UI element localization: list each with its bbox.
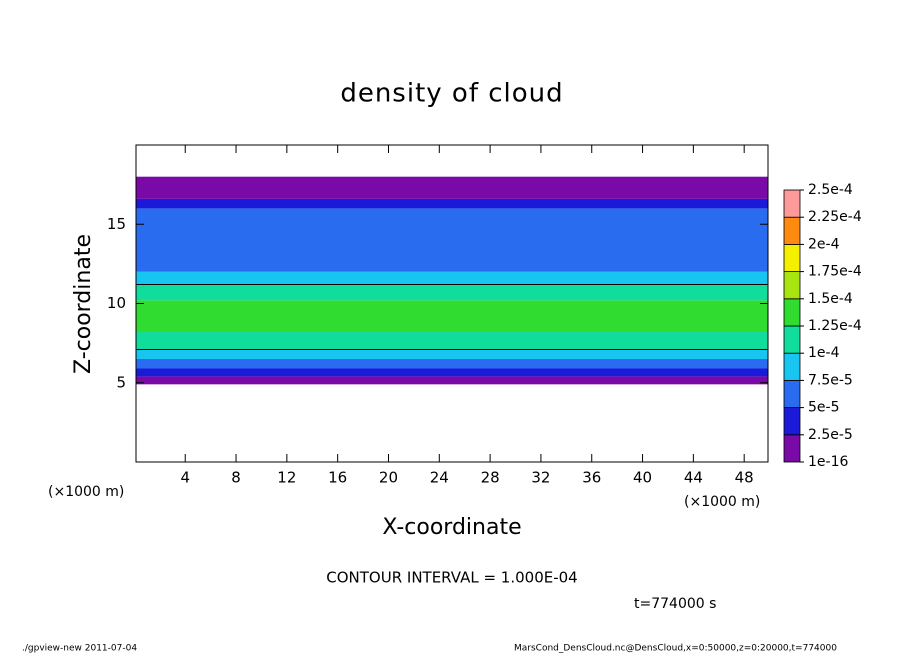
time-label: t=774000 s [634, 596, 716, 612]
density-band [136, 208, 768, 272]
x-tick-label: 44 [684, 469, 703, 487]
x-tick-label: 32 [531, 469, 550, 487]
colorbar-label: 5e-5 [808, 400, 839, 416]
density-band [136, 198, 768, 209]
colorbar-label: 2.25e-4 [808, 209, 862, 225]
x-tick-label: 40 [633, 469, 652, 487]
colorbar-box [783, 271, 801, 300]
colorbar-label: 2.5e-4 [808, 182, 853, 198]
y-axis-label: Z-coordinate [71, 234, 96, 374]
density-band [136, 332, 768, 350]
colorbar-label: 1e-16 [808, 454, 848, 470]
colorbar-label: 1e-4 [808, 345, 840, 361]
x-tick-label: 12 [277, 469, 296, 487]
colorbar-box [783, 189, 801, 218]
y-tick-label: 15 [107, 215, 126, 233]
x-tick-label: 28 [481, 469, 500, 487]
colorbar-box [783, 352, 801, 381]
footer-right: MarsCond_DensCloud.nc@DensCloud,x=0:5000… [514, 644, 837, 654]
x-tick-label: 36 [582, 469, 601, 487]
y-tick-label: 5 [116, 373, 126, 391]
density-band [136, 284, 768, 301]
x-tick-label: 48 [735, 469, 754, 487]
footer-left: ./gpview-new 2011-07-04 [22, 644, 137, 654]
density-band [136, 376, 768, 385]
density-band [136, 176, 768, 199]
colorbar-label: 1.5e-4 [808, 291, 853, 307]
x-tick-label: 24 [430, 469, 449, 487]
y-unit-label: (×1000 m) [48, 484, 124, 500]
x-tick-label: 16 [328, 469, 347, 487]
x-tick-label: 8 [231, 469, 241, 487]
chart-title: density of cloud [340, 79, 563, 109]
contour-interval: CONTOUR INTERVAL = 1.000E-04 [326, 569, 577, 587]
colorbar-box [783, 325, 801, 354]
density-band [136, 358, 768, 369]
colorbar-box [783, 407, 801, 436]
colorbar-box [783, 379, 801, 408]
x-unit-label: (×1000 m) [684, 494, 760, 510]
x-tick-label: 4 [180, 469, 190, 487]
x-tick-label: 20 [379, 469, 398, 487]
density-band [136, 300, 768, 333]
colorbar-label: 1.75e-4 [808, 264, 862, 280]
colorbar-box [783, 216, 801, 245]
density-band [136, 349, 768, 359]
colorbar-label: 2e-4 [808, 236, 840, 252]
y-tick-label: 10 [107, 294, 126, 312]
colorbar-label: 2.5e-5 [808, 427, 853, 443]
colorbar-box [783, 243, 801, 272]
density-band [136, 271, 768, 285]
density-band [136, 368, 768, 377]
x-axis-label: X-coordinate [382, 515, 521, 540]
colorbar-box [783, 298, 801, 327]
colorbar-box [783, 434, 801, 463]
colorbar-label: 1.25e-4 [808, 318, 862, 334]
colorbar-label: 7.5e-5 [808, 372, 853, 388]
